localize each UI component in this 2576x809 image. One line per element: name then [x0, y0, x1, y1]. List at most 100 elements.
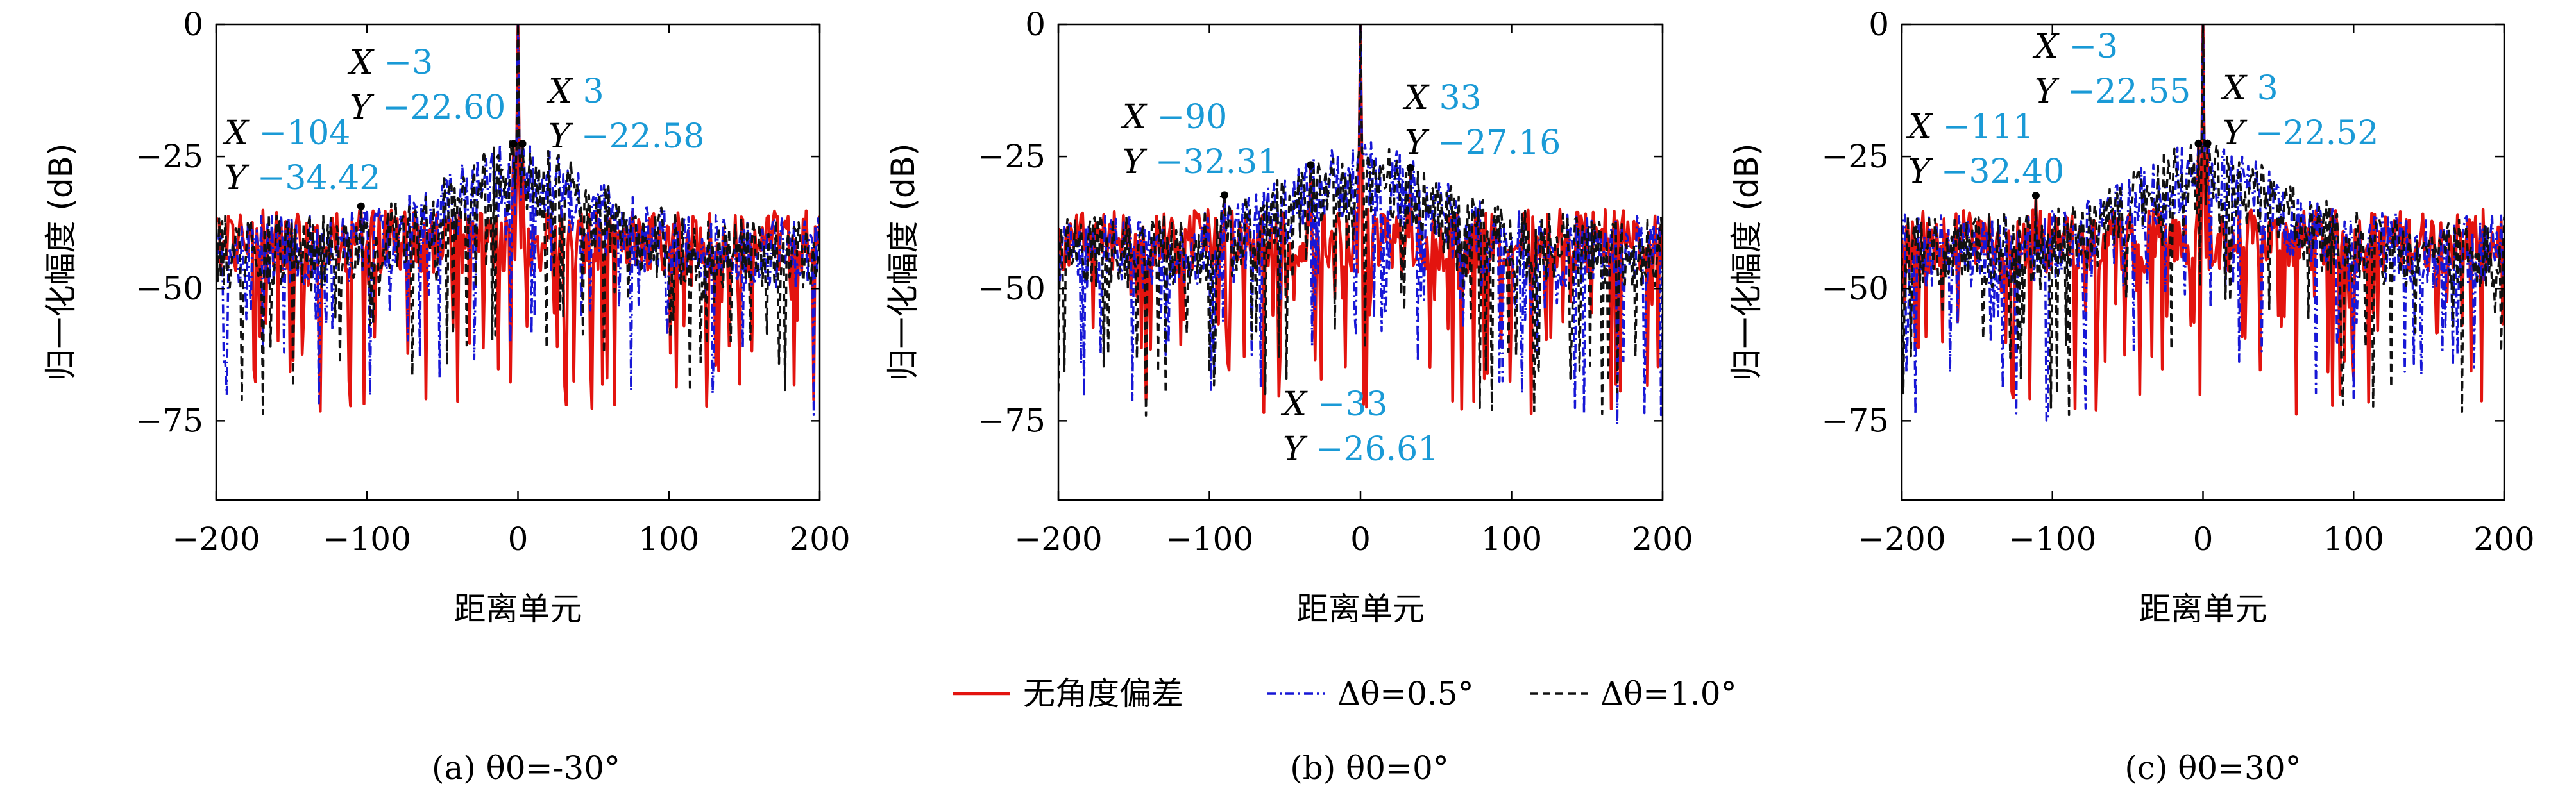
annotation-text: Y −34.42	[225, 159, 380, 197]
y-tick-label: 0	[1868, 6, 1889, 43]
annotation-key: Y	[548, 117, 581, 156]
series-line-3	[216, 24, 820, 415]
annotation-marker	[2194, 139, 2203, 147]
series-line-2	[1902, 24, 2504, 422]
annotation-text: X 3	[2220, 69, 2278, 108]
annotation-value: −22.60	[382, 88, 505, 127]
annotation-text: X −3	[2032, 28, 2118, 66]
annotation-text: Y −22.60	[350, 88, 505, 127]
annotation-key: X	[1280, 385, 1318, 424]
data-annotation: X −3Y −22.60	[347, 44, 518, 148]
annotation-value: 3	[2257, 69, 2278, 108]
x-tick-label: −100	[1165, 521, 1253, 558]
legend-label: Δθ=1.0°	[1600, 675, 1737, 712]
legend-label: Δθ=0.5°	[1337, 675, 1474, 712]
annotation-text: Y −26.61	[1283, 430, 1439, 469]
annotation-key: Y	[2223, 114, 2255, 153]
annotation-marker	[2203, 139, 2212, 147]
x-axis-label: 距离单元	[454, 590, 582, 628]
data-annotation: X −90 Y −32.31	[1120, 98, 1278, 199]
y-axis-label: 归一化幅度 (dB)	[885, 144, 922, 381]
annotation-key: Y	[1283, 430, 1316, 469]
series-line-3	[1058, 24, 1663, 417]
annotation-key: X	[1906, 108, 1943, 146]
x-tick-label: −200	[1014, 521, 1102, 558]
annotation-text: Y −27.16	[1405, 124, 1561, 162]
annotation-key: Y	[350, 88, 382, 127]
annotation-value: −22.58	[581, 117, 704, 156]
y-tick-label: −25	[978, 138, 1046, 175]
legend: 无角度偏差 Δθ=0.5° Δθ=1.0°	[953, 675, 1737, 712]
annotation-value: −27.16	[1437, 124, 1561, 162]
annotation-value: −104	[259, 114, 351, 153]
x-tick-label: 200	[2473, 521, 2534, 558]
x-axis-label: 距离单元	[2139, 590, 2267, 628]
series-line-3	[1902, 24, 2504, 417]
annotation-key: X	[2220, 69, 2257, 108]
annotation-key: X	[1120, 98, 1157, 137]
y-axis-label: 归一化幅度 (dB)	[42, 144, 80, 381]
annotation-value: −111	[1943, 108, 2035, 146]
annotation-text: Y −22.55	[2035, 72, 2190, 111]
y-tick-label: −50	[978, 270, 1046, 307]
x-tick-label: 0	[1350, 521, 1371, 558]
panel-caption: (b) θ0=0°	[1290, 749, 1449, 787]
data-annotation: X 33Y −27.16	[1402, 79, 1561, 172]
y-tick-label: −50	[1821, 270, 1889, 307]
annotation-text: Y −22.58	[548, 117, 704, 156]
annotation-text: Y −32.31	[1123, 143, 1278, 181]
y-tick-label: −75	[135, 402, 203, 439]
annotation-value: −3	[384, 44, 434, 82]
annotation-value: −33	[1318, 385, 1388, 424]
annotation-key: Y	[2035, 72, 2067, 111]
x-tick-label: 200	[1632, 521, 1693, 558]
annotation-key: X	[546, 72, 583, 111]
panel-caption: (c) θ0=30°	[2124, 749, 2301, 787]
annotation-text: Y −22.52	[2223, 114, 2378, 153]
annotation-value: −26.61	[1316, 430, 1439, 469]
x-tick-label: −200	[1858, 521, 1945, 558]
x-tick-label: 0	[2193, 521, 2214, 558]
annotation-text: X 3	[546, 72, 604, 111]
x-tick-label: −100	[323, 521, 411, 558]
series-group	[1902, 24, 2504, 422]
data-annotation: X 3Y −22.52	[2203, 69, 2378, 153]
panel-caption: (a) θ0=-30°	[432, 749, 620, 787]
annotation-marker	[518, 140, 527, 148]
annotation-key: X	[2032, 28, 2069, 66]
annotation-text: Y −32.40	[1908, 153, 2064, 191]
x-tick-label: 100	[638, 521, 699, 558]
series-line-2	[1058, 24, 1663, 426]
y-tick-label: −25	[135, 138, 203, 175]
x-tick-label: 100	[1481, 521, 1542, 558]
data-annotation: X −3 Y −22.55	[2032, 28, 2203, 147]
x-tick-label: 200	[789, 521, 850, 558]
annotation-text: X −90	[1120, 98, 1227, 137]
legend-label: 无角度偏差	[1023, 675, 1183, 712]
y-tick-label: −75	[978, 402, 1046, 439]
annotation-value: −90	[1157, 98, 1228, 137]
annotation-text: X −33	[1280, 385, 1387, 424]
annotation-key: Y	[225, 159, 257, 197]
annotation-marker	[357, 202, 365, 210]
series-line-1	[216, 24, 820, 413]
series-group	[1058, 24, 1663, 426]
y-tick-label: −25	[1821, 138, 1889, 175]
y-axis-label: 归一化幅度 (dB)	[1728, 144, 1765, 381]
annotation-marker	[1221, 191, 1229, 199]
x-tick-label: 100	[2323, 521, 2384, 558]
annotation-text: X −104	[222, 114, 350, 153]
y-tick-label: −75	[1821, 402, 1889, 439]
annotation-key: X	[1402, 79, 1439, 117]
y-tick-label: 0	[1025, 6, 1046, 43]
annotation-value: −32.31	[1155, 143, 1278, 181]
y-tick-label: 0	[183, 6, 203, 43]
annotation-key: Y	[1908, 153, 1941, 191]
annotation-value: 3	[583, 72, 604, 111]
annotation-key: X	[222, 114, 259, 153]
annotation-value: −32.40	[1941, 153, 2064, 191]
data-annotation: X 3Y −22.58	[518, 72, 704, 156]
annotation-value: −22.52	[2255, 114, 2378, 153]
